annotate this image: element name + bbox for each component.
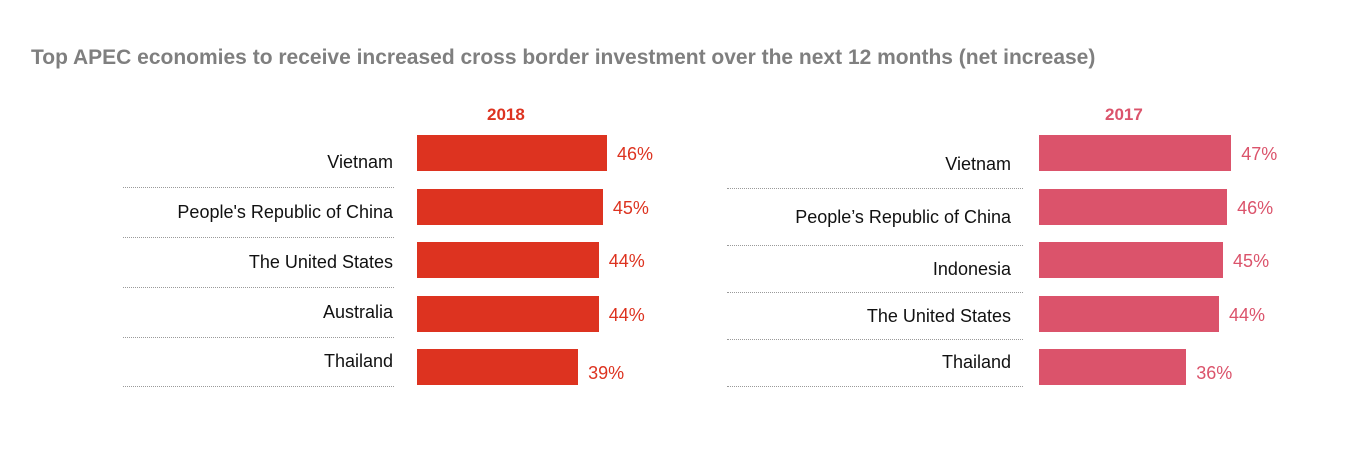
value-label: 45%: [1233, 251, 1270, 271]
panel-title-2017: 2017: [1105, 105, 1143, 124]
bar: [1039, 296, 1219, 332]
bar: [417, 135, 607, 171]
rows-2017: Vietnam 47% People’s Republic of China 46% I…: [715, 100, 1315, 400]
row-divider: [727, 245, 1023, 246]
chart-2018: 2018 Vietnam 46% People's Republic of Chin…: [110, 100, 690, 400]
value-label: 45%: [612, 198, 649, 218]
value-label: 46%: [1237, 198, 1274, 218]
value-label: 47%: [1241, 144, 1278, 164]
row-divider: [123, 287, 394, 288]
rows-2018: Vietnam 46% People's Republic of China 45% T…: [110, 100, 690, 400]
bar: [1039, 349, 1187, 385]
bar: [417, 242, 599, 278]
category-label: People’s Republic of China: [795, 207, 1011, 227]
bar: [417, 349, 579, 385]
category-label: Australia: [322, 302, 393, 322]
row-divider: [727, 292, 1023, 293]
value-label: 44%: [1228, 305, 1265, 325]
row-divider: [727, 339, 1023, 340]
row-divider: [727, 188, 1023, 189]
chart-2017: 2017 Vietnam 47% People’s Republic of Chin…: [715, 100, 1315, 400]
category-label: People's Republic of China: [177, 202, 393, 222]
category-label: Vietnam: [327, 152, 393, 172]
category-label: Indonesia: [932, 259, 1011, 279]
row-divider: [727, 386, 1023, 387]
bar: [1039, 135, 1232, 171]
bar: [417, 296, 599, 332]
bar: [1039, 242, 1224, 278]
category-label: Thailand: [323, 351, 393, 371]
value-label: 36%: [1196, 363, 1233, 383]
panel-title-2018: 2018: [487, 105, 525, 124]
bar: [1039, 189, 1228, 225]
value-label: 46%: [616, 144, 653, 164]
row-divider: [123, 337, 394, 338]
row-divider: [123, 187, 394, 188]
category-label: The United States: [866, 306, 1011, 326]
category-label: The United States: [248, 252, 393, 272]
value-label: 44%: [608, 251, 645, 271]
value-label: 44%: [608, 305, 645, 325]
value-label: 39%: [588, 363, 625, 383]
chart-title: Top APEC economies to receive increased …: [31, 46, 1096, 69]
row-divider: [123, 386, 394, 387]
bar: [417, 189, 603, 225]
category-label: Vietnam: [945, 154, 1011, 174]
category-label: Thailand: [941, 352, 1011, 372]
row-divider: [123, 237, 394, 238]
